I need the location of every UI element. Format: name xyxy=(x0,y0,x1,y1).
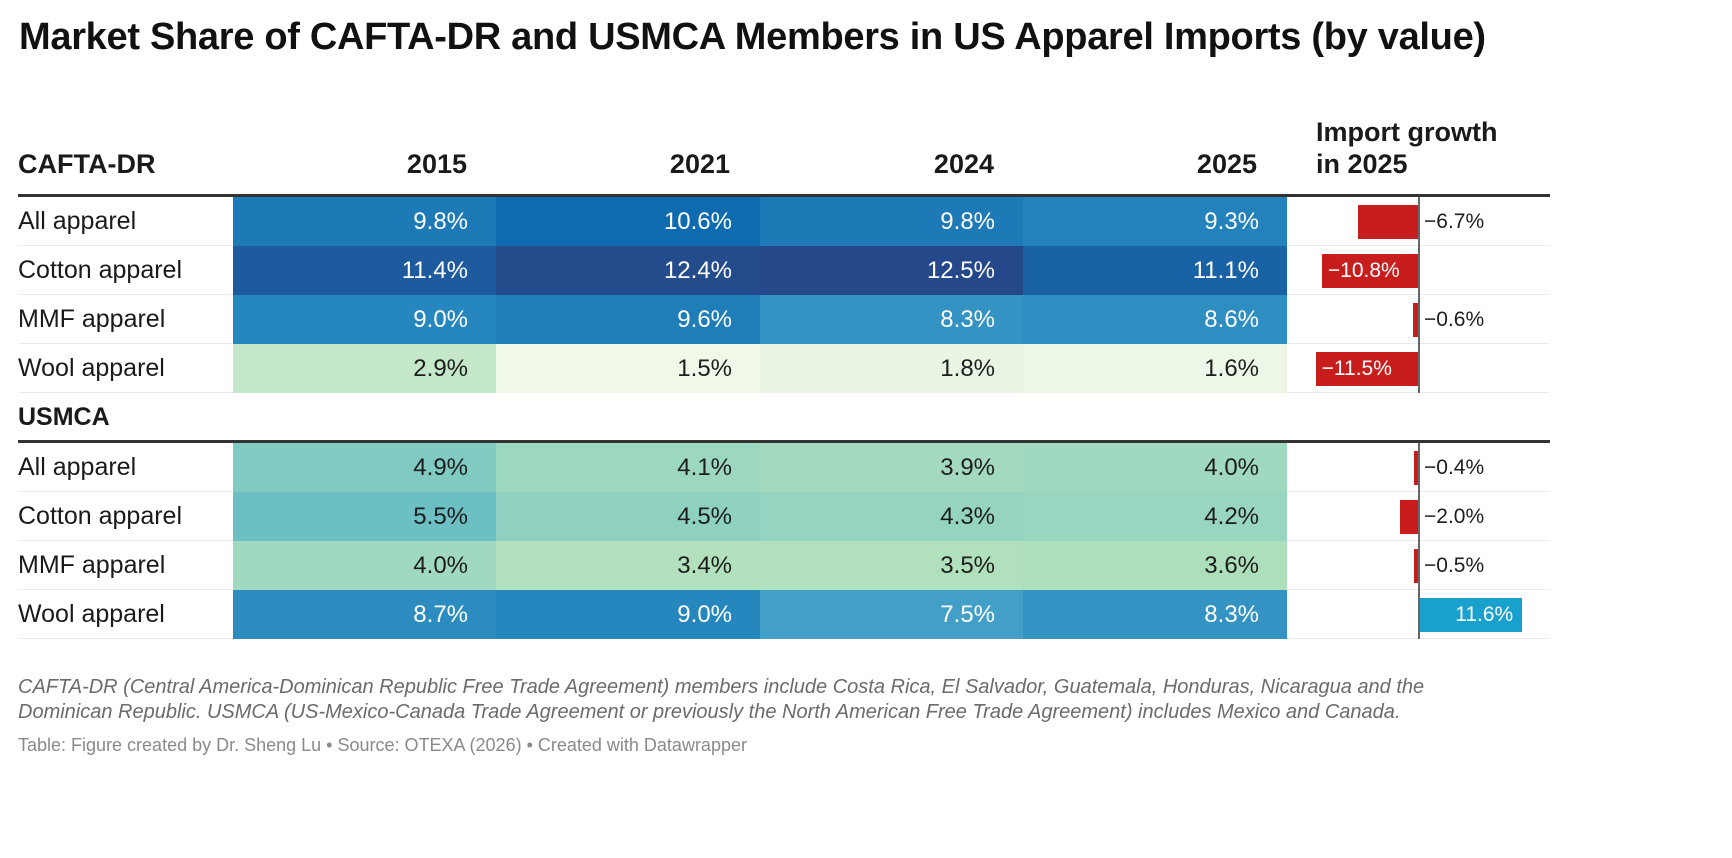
heatmap-cell-2024: 3.5% xyxy=(760,541,1023,590)
growth-bar-negative xyxy=(1321,254,1418,288)
growth-bar-negative xyxy=(1414,451,1418,485)
growth-header-line2: in 2025 xyxy=(1316,149,1408,179)
growth-bar-area: −0.6% xyxy=(1287,295,1550,344)
heatmap-cell-2025: 1.6% xyxy=(1023,344,1287,393)
growth-label: −6.7% xyxy=(1424,210,1485,233)
heatmap-cell-2024: 8.3% xyxy=(760,295,1023,344)
chart-title: Market Share of CAFTA-DR and USMCA Membe… xyxy=(19,16,1486,58)
column-header-2024[interactable]: 2024 xyxy=(933,149,994,179)
row-label: All apparel xyxy=(18,453,137,481)
heatmap-cell-2025: 3.6% xyxy=(1023,541,1287,590)
growth-bar-negative xyxy=(1400,500,1418,534)
growth-bar-area: −6.7% xyxy=(1287,197,1550,246)
heatmap-cell-2021: 4.1% xyxy=(496,443,760,492)
heatmap-cell-2025: 4.0% xyxy=(1023,443,1287,492)
zero-axis-line xyxy=(1418,590,1420,639)
heatmap-cell-2021: 3.4% xyxy=(496,541,760,590)
column-header-2025[interactable]: 2025 xyxy=(1196,149,1257,179)
group-header: CAFTA-DR xyxy=(18,149,156,179)
row-label: All apparel xyxy=(18,207,137,235)
header-divider xyxy=(18,194,1550,197)
zero-axis-line xyxy=(1418,246,1420,295)
growth-bar-negative xyxy=(1358,205,1418,239)
table-body: All apparel 9.8% 10.6% 9.8% 9.3% −6.7% Cotton … xyxy=(18,197,1550,639)
data-table: CAFTA-DR 2015 2021 2024 2025 Import grow… xyxy=(18,110,1550,639)
growth-header-line1: Import growth xyxy=(1316,117,1498,147)
zero-axis-line xyxy=(1418,197,1420,246)
table-header: CAFTA-DR 2015 2021 2024 2025 Import grow… xyxy=(18,110,1550,194)
heatmap-cell-2025: 11.1% xyxy=(1023,246,1287,295)
table-row: MMF apparel 4.0% 3.4% 3.5% 3.6% −0.5% xyxy=(18,541,1550,590)
heatmap-cell-2025: 8.6% xyxy=(1023,295,1287,344)
heatmap-cell-2024: 9.8% xyxy=(760,197,1023,246)
zero-axis-line xyxy=(1418,443,1420,492)
heatmap-cell-2015: 4.9% xyxy=(233,443,496,492)
group-label: USMCA xyxy=(18,403,110,431)
heatmap-cell-2024: 1.8% xyxy=(760,344,1023,393)
table-row: Wool apparel 2.9% 1.5% 1.8% 1.6% −11.5% xyxy=(18,344,1550,393)
growth-bar-area: 11.6% xyxy=(1287,590,1550,639)
heatmap-cell-2021: 10.6% xyxy=(496,197,760,246)
growth-label: −2.0% xyxy=(1424,505,1485,528)
heatmap-cell-2025: 8.3% xyxy=(1023,590,1287,639)
row-label: Cotton apparel xyxy=(18,256,183,284)
heatmap-cell-2024: 3.9% xyxy=(760,443,1023,492)
zero-axis-line xyxy=(1418,295,1420,344)
heatmap-cell-2021: 12.4% xyxy=(496,246,760,295)
column-header-growth[interactable]: Import growth in 2025 xyxy=(1316,116,1497,180)
growth-bar-positive xyxy=(1419,598,1523,632)
row-label: Wool apparel xyxy=(18,354,165,382)
growth-bar-area: −0.4% xyxy=(1287,443,1550,492)
heatmap-cell-2015: 8.7% xyxy=(233,590,496,639)
zero-axis-line xyxy=(1418,492,1420,541)
row-label: Wool apparel xyxy=(18,600,165,628)
heatmap-cell-2021: 9.6% xyxy=(496,295,760,344)
heatmap-cell-2025: 9.3% xyxy=(1023,197,1287,246)
growth-label: −0.4% xyxy=(1424,456,1485,479)
heatmap-cell-2024: 7.5% xyxy=(760,590,1023,639)
heatmap-cell-2021: 9.0% xyxy=(496,590,760,639)
heatmap-cell-2021: 4.5% xyxy=(496,492,760,541)
table-row: All apparel 9.8% 10.6% 9.8% 9.3% −6.7% xyxy=(18,197,1550,246)
zero-axis-line xyxy=(1418,541,1420,590)
table-row: Wool apparel 8.7% 9.0% 7.5% 8.3% 11.6% xyxy=(18,590,1550,639)
row-label: MMF apparel xyxy=(18,551,166,579)
heatmap-cell-2024: 12.5% xyxy=(760,246,1023,295)
notes: CAFTA-DR (Central America-Dominican Repu… xyxy=(18,676,1425,723)
table-row: MMF apparel 9.0% 9.6% 8.3% 8.6% −0.6% xyxy=(18,295,1550,344)
heatmap-cell-2015: 4.0% xyxy=(233,541,496,590)
growth-bar-area: −10.8% xyxy=(1287,246,1550,295)
growth-label: −11.5% xyxy=(1321,357,1392,380)
heatmap-cell-2015: 11.4% xyxy=(233,246,496,295)
byline: Table: Figure created by Dr. Sheng Lu • … xyxy=(18,735,747,755)
table-row: All apparel 4.9% 4.1% 3.9% 4.0% −0.4% xyxy=(18,443,1550,492)
heatmap-cell-2021: 1.5% xyxy=(496,344,760,393)
table-row: Cotton apparel 11.4% 12.4% 12.5% 11.1% −10.8% xyxy=(18,246,1550,295)
growth-bar-area: −2.0% xyxy=(1287,492,1550,541)
section-header: USMCA xyxy=(18,393,1550,440)
zero-axis-line xyxy=(1418,344,1420,393)
column-header-2021[interactable]: 2021 xyxy=(669,149,730,179)
heatmap-cell-2015: 2.9% xyxy=(233,344,496,393)
row-label: Cotton apparel xyxy=(18,502,183,530)
growth-bar-area: −0.5% xyxy=(1287,541,1550,590)
growth-label: −10.8% xyxy=(1327,259,1400,282)
section-divider xyxy=(18,440,1550,443)
growth-bar-negative xyxy=(1413,549,1418,583)
growth-label: −0.6% xyxy=(1424,308,1485,331)
growth-bar-negative xyxy=(1412,303,1418,337)
growth-bar-negative xyxy=(1315,352,1418,386)
row-label: MMF apparel xyxy=(18,305,166,333)
heatmap-cell-2025: 4.2% xyxy=(1023,492,1287,541)
growth-label: 11.6% xyxy=(1455,603,1514,626)
heatmap-cell-2015: 9.0% xyxy=(233,295,496,344)
growth-label: −0.5% xyxy=(1424,554,1485,577)
table-row: Cotton apparel 5.5% 4.5% 4.3% 4.2% −2.0% xyxy=(18,492,1550,541)
column-header-2015[interactable]: 2015 xyxy=(406,149,467,179)
heatmap-cell-2015: 5.5% xyxy=(233,492,496,541)
growth-bar-area: −11.5% xyxy=(1287,344,1550,393)
heatmap-cell-2015: 9.8% xyxy=(233,197,496,246)
heatmap-cell-2024: 4.3% xyxy=(760,492,1023,541)
